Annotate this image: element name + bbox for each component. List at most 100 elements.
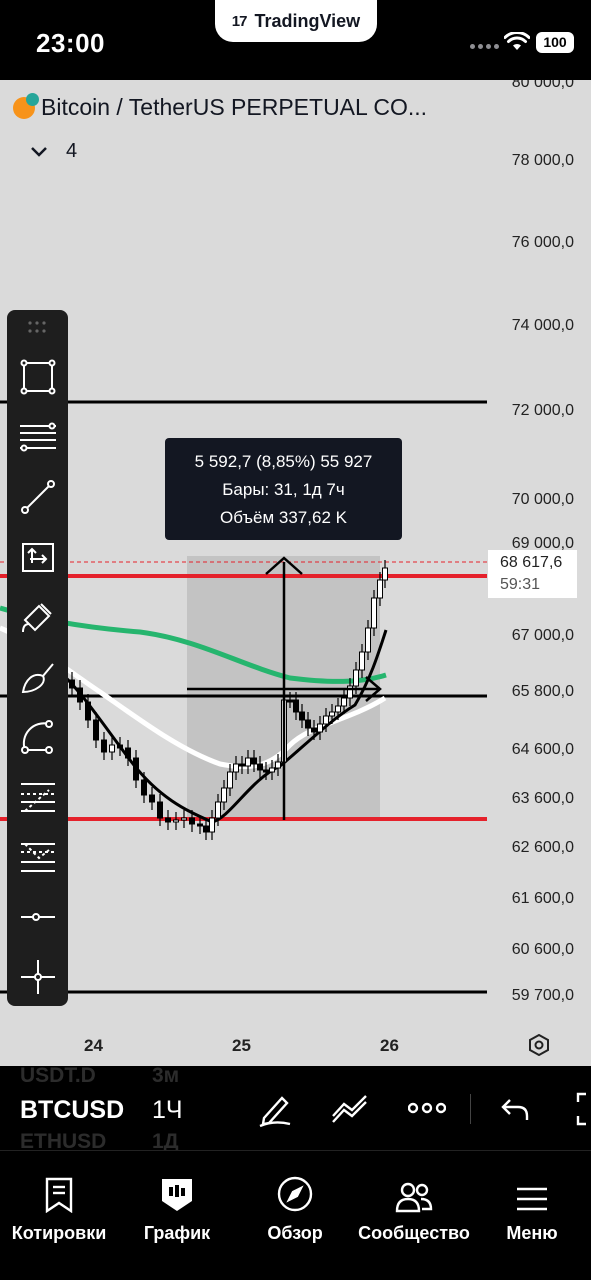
candle-body: [275, 761, 281, 769]
watchlist-ghost-interval: 3м: [152, 1066, 180, 1087]
candle-body: [245, 757, 251, 767]
pencil-draw-icon[interactable]: [256, 1090, 294, 1128]
candle-body: [93, 719, 99, 741]
candle-body: [293, 699, 299, 713]
fib-retracement-icon[interactable]: [14, 773, 61, 820]
nav-menu[interactable]: Меню: [473, 1151, 591, 1244]
price-tick: 60 600,0: [511, 941, 574, 958]
symbol-selector[interactable]: BTCUSD: [20, 1096, 125, 1124]
candle-body: [382, 567, 388, 581]
nav-chart[interactable]: График: [118, 1151, 236, 1244]
brush-icon[interactable]: [14, 593, 61, 640]
candle-body: [341, 697, 347, 707]
candle-body: [299, 711, 305, 721]
parallel-channel-icon[interactable]: [14, 413, 61, 460]
symbol-title-text: Bitcoin / TetherUS PERPETUAL CO...: [41, 94, 428, 120]
tradingview-pill[interactable]: 17 TradingView: [215, 0, 377, 42]
nav-label: Сообщество: [358, 1223, 470, 1243]
cellular-signal-icon: [470, 44, 499, 49]
brand-name: TradingView: [254, 10, 361, 31]
watchlist-ghost-interval: 1Д: [152, 1130, 179, 1150]
measure-bars: Бары: 31, 1д 7ч: [222, 480, 345, 499]
candle-body: [203, 825, 209, 833]
candle-body: [347, 685, 353, 699]
candle-body: [371, 597, 377, 629]
fib-extension-icon[interactable]: [14, 833, 61, 880]
price-chart[interactable]: [0, 80, 591, 1066]
price-tick: 69 000,0: [511, 535, 574, 552]
chevron-down-icon: [31, 146, 47, 157]
candle-body: [173, 819, 179, 823]
candle-body: [101, 739, 107, 753]
candle-body: [287, 699, 293, 703]
candle-body: [323, 715, 329, 725]
highlighter-icon[interactable]: [14, 653, 61, 700]
measure-arrowhead-up: [265, 556, 303, 575]
fullscreen-icon[interactable]: [574, 1092, 591, 1126]
candle-body: [181, 817, 187, 821]
nav-quotes[interactable]: Котировки: [0, 1151, 118, 1244]
measure-icon[interactable]: [14, 533, 61, 580]
more-options-icon[interactable]: [408, 1100, 446, 1116]
measure-tooltip: 5 592,7 (8,85%) 55 927 Бары: 31, 1д 7ч О…: [165, 438, 402, 540]
candle-body: [317, 723, 323, 733]
bitcoin-icon: [13, 92, 39, 119]
candle-body: [69, 679, 75, 689]
price-tick: 78 000,0: [511, 152, 574, 169]
candle-body: [209, 817, 215, 833]
symbol-bar: USDT.D 3м ETHUSD 1Д BTCUSD 1Ч: [0, 1066, 591, 1150]
drag-handle-icon[interactable]: [27, 320, 47, 334]
drawing-toolbar: [7, 310, 68, 1006]
price-tick: 62 600,0: [511, 839, 574, 856]
price-tick: 63 600,0: [511, 790, 574, 807]
indicators-icon[interactable]: [330, 1090, 370, 1126]
time-tick: 24: [84, 1036, 103, 1055]
measure-volume: Объём 337,62 K: [220, 508, 347, 527]
candle-body: [157, 801, 163, 819]
community-icon: [395, 1182, 433, 1213]
compass-icon: [277, 1176, 313, 1212]
candle-body: [215, 801, 221, 819]
candle-body: [85, 701, 91, 721]
horizontal-ray-icon[interactable]: [14, 893, 61, 940]
price-tick: 67 000,0: [511, 627, 574, 644]
candle-body: [377, 579, 383, 599]
nav-label: Обзор: [267, 1223, 323, 1243]
nav-label: Меню: [506, 1223, 558, 1243]
candle-body: [353, 669, 359, 687]
chart-area[interactable]: Bitcoin / TetherUS PERPETUAL CO... 4 80 …: [0, 80, 591, 1066]
candle-body: [125, 747, 131, 759]
battery-icon: 100: [536, 32, 574, 53]
rectangle-icon[interactable]: [14, 353, 61, 400]
price-tick: 59 700,0: [511, 987, 574, 1004]
price-tick: 74 000,0: [511, 317, 574, 334]
time-tick: 25: [232, 1036, 251, 1055]
indicators-toggle[interactable]: 4: [30, 140, 77, 163]
bottom-navigation: Котировки График Обзор Сообщество Меню: [0, 1150, 591, 1280]
crosshair-icon[interactable]: [14, 953, 61, 1000]
price-tick: 70 000,0: [511, 491, 574, 508]
candle-body: [305, 719, 311, 729]
candle-body: [329, 711, 335, 717]
candle-body: [335, 705, 341, 713]
candle-body: [197, 823, 203, 827]
interval-selector[interactable]: 1Ч: [152, 1096, 183, 1124]
candle-body: [365, 627, 371, 653]
candle-body: [263, 769, 269, 773]
candle-body: [233, 763, 239, 773]
candle-body: [77, 687, 83, 703]
nav-community[interactable]: Сообщество: [354, 1151, 474, 1244]
symbol-title[interactable]: Bitcoin / TetherUS PERPETUAL CO...: [13, 92, 428, 121]
candle-body: [189, 817, 195, 825]
undo-icon[interactable]: [500, 1096, 530, 1122]
price-tick: 76 000,0: [511, 234, 574, 251]
candle-body: [311, 727, 317, 733]
watchlist-ghost-symbol: USDT.D: [20, 1066, 96, 1087]
trend-line-icon[interactable]: [14, 473, 61, 520]
arc-icon[interactable]: [14, 713, 61, 760]
ma-black: [58, 629, 388, 824]
nav-overview[interactable]: Обзор: [236, 1151, 354, 1244]
chart-settings-icon[interactable]: [528, 1034, 550, 1056]
candle-body: [227, 771, 233, 789]
toolbar-divider: [470, 1094, 471, 1124]
